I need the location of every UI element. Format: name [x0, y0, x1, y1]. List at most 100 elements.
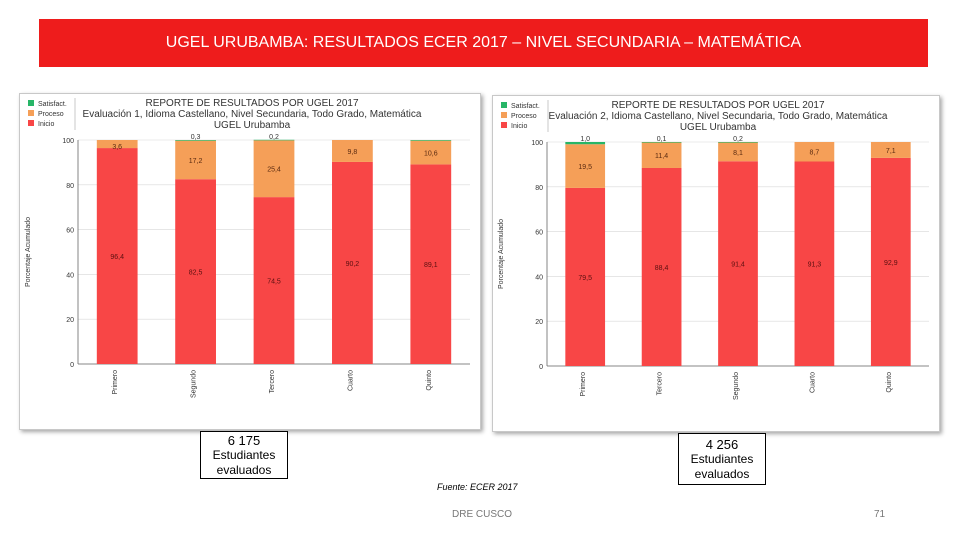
chart-evaluacion-1: Satisfact. Proceso Inicio REPORTE DE RESULT…: [19, 93, 481, 430]
bar-segment-proceso: [253, 140, 295, 198]
x-tick-label: Primero: [112, 370, 119, 395]
bar-segment-proceso: [870, 142, 911, 158]
bar-segment-inicio: [870, 157, 911, 366]
x-tick-label: Quinto: [426, 370, 433, 391]
data-label-proceso: 25,4: [267, 167, 281, 174]
x-tick-label: Quinto: [886, 372, 893, 393]
bar-segment-satisfact: [641, 142, 682, 143]
data-label-satisfact: 0,1: [657, 136, 667, 143]
data-label-inicio: 89,1: [424, 262, 438, 269]
slide-title: UGEL URUBAMBA: RESULTADOS ECER 2017 – NI…: [39, 19, 928, 67]
legend-label: Satisfact.: [38, 101, 67, 108]
legend-swatch: [501, 112, 507, 118]
x-tick-label: Tercero: [269, 370, 276, 393]
legend-label: Proceso: [511, 113, 537, 120]
data-label-inicio: 92,9: [884, 260, 898, 267]
bar-segment-inicio: [794, 161, 835, 366]
y-tick-label: 0: [539, 364, 543, 371]
bar-segment-proceso: [794, 142, 835, 162]
bar-segment-satisfact: [175, 140, 216, 141]
data-label-satisfact: 0,2: [269, 134, 279, 141]
data-label-inicio: 88,4: [655, 265, 669, 272]
data-label-inicio: 96,4: [110, 254, 124, 261]
bar-segment-inicio: [332, 161, 373, 364]
y-tick-label: 60: [535, 230, 543, 237]
data-label-inicio: 91,3: [808, 262, 822, 269]
students-count-box-1: 6 175 Estudiantes evaluados: [200, 431, 288, 479]
legend-label: Inicio: [511, 123, 527, 130]
data-label-satisfact: 0,3: [191, 134, 201, 141]
bar-segment-proceso: [718, 142, 758, 162]
data-label-satisfact: 0,2: [733, 136, 743, 143]
x-tick-label: Segundo: [733, 372, 740, 400]
bar-segment-inicio: [96, 148, 138, 364]
legend-swatch: [501, 122, 507, 128]
bar-segment-proceso: [175, 140, 216, 180]
data-label-inicio: 91,4: [731, 262, 745, 269]
bar-segment-inicio: [641, 167, 682, 366]
x-tick-label: Cuarto: [809, 372, 816, 393]
data-label-proceso: 10,6: [424, 151, 438, 158]
y-tick-label: 40: [66, 272, 74, 279]
y-axis-label: Porcentaje Acumulado: [498, 219, 505, 289]
y-tick-label: 20: [66, 317, 74, 324]
bar-segment-proceso: [96, 140, 138, 149]
x-tick-label: Primero: [580, 372, 587, 397]
students-count-label: Estudiantes evaluados: [212, 448, 276, 477]
y-tick-label: 40: [535, 274, 543, 281]
y-tick-label: 80: [535, 185, 543, 192]
bar-segment-satisfact: [718, 142, 758, 143]
data-label-proceso: 19,5: [578, 164, 592, 171]
students-count-box-2: 4 256 Estudiantes evaluados: [678, 433, 766, 485]
bar-segment-inicio: [718, 161, 758, 366]
y-tick-label: 60: [66, 228, 74, 235]
chart-evaluacion-2: Satisfact. Proceso Inicio REPORTE DE RESULT…: [492, 95, 940, 432]
bar-segment-proceso: [410, 140, 452, 165]
students-count-number: 6 175: [227, 433, 261, 448]
data-label-inicio: 82,5: [189, 270, 203, 277]
bar-segment-satisfact: [410, 140, 452, 141]
data-label-proceso: 3,6: [112, 144, 122, 151]
source-note: Fuente: ECER 2017: [437, 482, 518, 492]
data-label-proceso: 9,8: [348, 149, 358, 156]
chart-title: REPORTE DE RESULTADOS POR UGEL 2017: [145, 98, 358, 109]
bar-segment-proceso: [641, 142, 682, 168]
page-number: 71: [874, 509, 886, 520]
bar-segment-satisfact: [565, 142, 606, 145]
y-tick-label: 100: [531, 140, 543, 147]
y-tick-label: 0: [70, 362, 74, 369]
bar-segment-proceso: [565, 144, 606, 188]
chart-subtitle-ugel: UGEL Urubamba: [214, 120, 291, 131]
chart-evaluacion-1-svg: Satisfact. Proceso Inicio REPORTE DE RESULT…: [25, 98, 470, 398]
data-label-inicio: 74,5: [267, 279, 281, 286]
legend-swatch: [28, 110, 34, 116]
data-label-proceso: 7,1: [886, 148, 896, 155]
y-tick-label: 80: [66, 183, 74, 190]
data-label-satisfact: 1,0: [580, 136, 590, 143]
chart-title: REPORTE DE RESULTADOS POR UGEL 2017: [611, 100, 824, 111]
data-label-inicio: 79,5: [578, 275, 592, 282]
chart-subtitle-ugel: UGEL Urubamba: [680, 122, 757, 133]
legend-swatch: [28, 120, 34, 126]
legend-swatch: [501, 102, 507, 108]
x-tick-label: Tercero: [657, 372, 664, 395]
x-tick-label: Segundo: [191, 370, 198, 398]
data-label-inicio: 90,2: [346, 261, 360, 268]
bar-segment-inicio: [253, 197, 295, 364]
legend-label: Proceso: [38, 111, 64, 118]
data-label-proceso: 11,4: [655, 153, 668, 160]
x-tick-label: Cuarto: [347, 370, 354, 391]
chart-evaluacion-2-svg: Satisfact. Proceso Inicio REPORTE DE RESULT…: [498, 100, 929, 400]
y-tick-label: 20: [535, 319, 543, 326]
footer-text: DRE CUSCO: [452, 509, 513, 520]
legend-label: Satisfact.: [511, 103, 540, 110]
legend-swatch: [28, 100, 34, 106]
data-label-proceso: 8,1: [733, 150, 743, 157]
y-axis-label: Porcentaje Acumulado: [25, 217, 32, 287]
students-count-number: 4 256: [705, 437, 739, 452]
students-count-label: Estudiantes evaluados: [690, 452, 754, 481]
bar-segment-inicio: [175, 179, 216, 364]
bar-segment-inicio: [565, 187, 606, 366]
legend-label: Inicio: [38, 121, 54, 128]
data-label-proceso: 8,7: [810, 150, 820, 157]
